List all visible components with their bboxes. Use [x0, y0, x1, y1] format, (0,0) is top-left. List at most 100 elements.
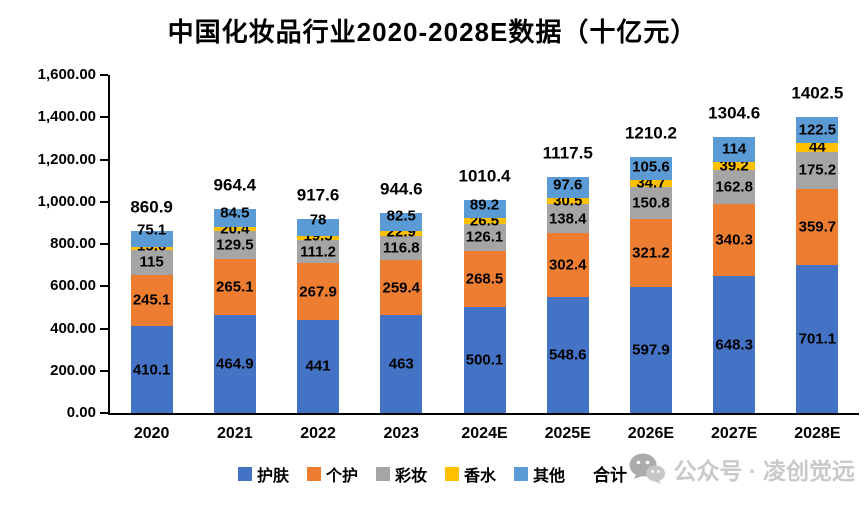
bar-segment-skincare-2021 [213, 314, 256, 413]
bar-segment-personal-care-2023 [380, 260, 423, 316]
watermark: 公众号 · 凌创觉远 [628, 452, 855, 486]
legend-swatch-personal-care [306, 466, 321, 481]
bar-segment-perfume-2027E [713, 161, 756, 170]
y-axis-tick-label: 1,200.00 [37, 150, 96, 168]
legend-item-perfume: 香水 [445, 462, 496, 486]
segment-value-label-others-2027E: 114 [722, 140, 747, 158]
legend-label-skincare: 护肤 [256, 467, 289, 485]
legend-item-personal-care: 个护 [306, 462, 358, 486]
segment-value-label-makeup-2025E: 138.4 [548, 210, 587, 228]
y-axis-tick-label: 200.00 [50, 361, 96, 379]
segment-value-label-makeup-2024E: 126.1 [465, 228, 504, 246]
segment-value-label-others-2022: 78 [309, 211, 327, 228]
bar-segment-perfume-2025E [546, 197, 589, 204]
segment-value-label-makeup-2023: 116.8 [382, 239, 420, 257]
segment-value-label-others-2021: 84.5 [220, 204, 250, 222]
watermark-text: 公众号 · 凌创觉远 [673, 458, 855, 484]
wechat-icon [628, 452, 666, 486]
total-value-label-2021: 964.4 [213, 175, 257, 195]
legend-label-perfume: 香水 [464, 467, 497, 485]
bar-segment-perfume-2024E [463, 218, 506, 224]
segment-value-label-personal-care-2025E: 302.4 [548, 256, 587, 274]
bar-segment-personal-care-2027E [713, 204, 756, 277]
bar-segment-perfume-2026E [629, 179, 672, 187]
segment-value-label-makeup-2022: 111.2 [300, 243, 336, 260]
y-axis-tick [100, 200, 108, 203]
y-axis-tick [100, 412, 108, 414]
bar-segment-skincare-2026E [629, 286, 672, 413]
bar-segment-others-2028E [796, 116, 839, 143]
bar-segment-perfume-2021 [213, 227, 256, 232]
segment-value-label-personal-care-2021: 265.1 [216, 278, 254, 296]
bar-segment-skincare-2022 [297, 319, 340, 413]
segment-value-label-others-2026E: 105.6 [632, 158, 670, 176]
segment-value-label-makeup-2027E: 162.8 [715, 178, 753, 196]
segment-value-label-skincare-2024E: 500.1 [465, 351, 504, 369]
bar-segment-perfume-2020 [130, 247, 173, 251]
total-value-label-2027E: 1304.6 [708, 103, 761, 123]
y-axis-tick-label: 1,000.00 [37, 192, 96, 210]
x-axis-label-2022: 2022 [300, 425, 336, 442]
bar-segment-makeup-2025E [546, 204, 589, 234]
bar-segment-makeup-2024E [463, 224, 506, 251]
y-axis-tick [100, 158, 108, 161]
segment-value-label-makeup-2020: 115 [139, 253, 164, 271]
segment-value-label-personal-care-2026E: 321.2 [632, 244, 670, 262]
segment-value-label-skincare-2021: 464.9 [216, 355, 254, 373]
legend-label-personal-care: 个护 [325, 467, 358, 485]
legend-label-makeup: 彩妆 [394, 467, 427, 485]
bar-segment-others-2026E [629, 157, 672, 180]
total-value-label-2028E: 1402.5 [791, 83, 844, 103]
segment-value-label-skincare-2020: 410.1 [132, 361, 171, 379]
segment-value-label-skincare-2022: 441 [305, 357, 331, 375]
bar-segment-skincare-2020 [130, 326, 173, 413]
bar-segment-perfume-2022 [297, 235, 340, 240]
segment-value-label-perfume-2028E: 44 [809, 138, 826, 156]
bar-segment-personal-care-2025E [546, 233, 589, 298]
segment-value-label-others-2024E: 89.2 [469, 196, 500, 214]
segment-value-label-others-2025E: 97.6 [553, 176, 583, 194]
legend-item-makeup: 彩妆 [375, 462, 427, 486]
x-axis-label-2024E: 2024E [461, 425, 508, 442]
bar-segment-makeup-2021 [213, 231, 256, 259]
bar-segment-personal-care-2028E [796, 188, 839, 265]
bar-segment-others-2024E [463, 199, 506, 219]
x-axis-label-2023: 2023 [383, 425, 420, 442]
y-axis-tick-label: 0.00 [66, 404, 96, 421]
legend-swatch-others [514, 466, 529, 481]
segment-value-label-personal-care-2023: 259.4 [382, 279, 421, 297]
segment-value-label-others-2023: 82.5 [386, 207, 416, 225]
bar-segment-others-2021 [213, 209, 256, 228]
bar-segment-others-2023 [380, 213, 423, 231]
total-value-label-2026E: 1210.2 [624, 123, 677, 143]
bar-segment-personal-care-2024E [463, 250, 506, 308]
segment-value-label-others-2020: 75.1 [137, 221, 167, 239]
segment-value-label-skincare-2023: 463 [388, 355, 414, 373]
bar-segment-makeup-2023 [380, 235, 423, 261]
bar-segment-makeup-2028E [796, 151, 839, 189]
legend-label-total: 合计 [593, 466, 628, 485]
bar-segment-others-2025E [546, 176, 589, 198]
bar-segment-personal-care-2020 [130, 274, 173, 327]
bar-segment-personal-care-2022 [297, 263, 340, 320]
bar-segment-skincare-2025E [546, 297, 589, 413]
y-axis-tick [100, 369, 108, 372]
segment-value-label-skincare-2027E: 648.3 [715, 336, 753, 354]
segment-value-label-perfume-2027E: 39.2 [719, 157, 749, 175]
legend: 护肤 个护 彩妆 香水 其他 合计 [0, 461, 865, 486]
segment-value-label-personal-care-2027E: 340.3 [715, 231, 753, 249]
bar-segment-perfume-2028E [796, 142, 839, 152]
bar-segment-skincare-2023 [380, 315, 423, 413]
bar-segment-skincare-2024E [463, 307, 506, 413]
legend-item-others: 其他 [514, 462, 565, 486]
segment-value-label-makeup-2026E: 150.8 [632, 194, 670, 212]
y-axis-tick-label: 400.00 [50, 319, 96, 337]
segment-value-label-makeup-2028E: 175.2 [798, 161, 837, 179]
y-axis-tick-label: 600.00 [50, 277, 96, 295]
bar-segment-personal-care-2021 [213, 258, 256, 315]
bar-segment-others-2020 [130, 231, 173, 247]
bar-segment-skincare-2028E [796, 264, 839, 413]
x-axis-label-2025E: 2025E [544, 425, 591, 442]
total-value-label-2024E: 1010.4 [458, 166, 511, 186]
x-axis-label-2020: 2020 [133, 425, 170, 442]
